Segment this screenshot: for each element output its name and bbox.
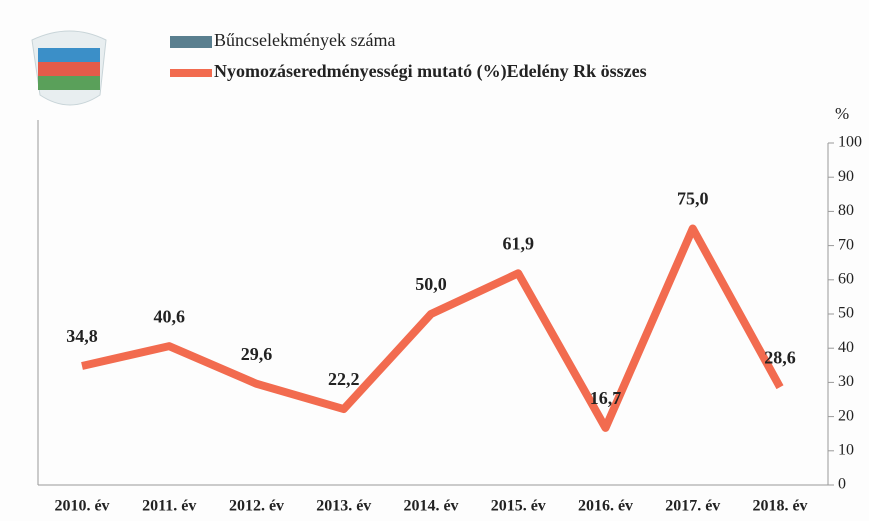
y2-tick-label: 30 [838,373,854,390]
x-tick-label: 2010. év [54,498,109,515]
y2-tick-label: 10 [838,441,854,458]
y2-tick-label: 0 [838,476,846,493]
y2-tick-label: 40 [838,339,854,356]
data-label: 28,6 [764,347,796,367]
data-line [81,224,784,432]
y2-tick-label: 100 [838,134,862,151]
data-label: 16,7 [590,388,622,408]
x-tick-label: 2014. év [403,498,458,515]
x-tick-label: 2016. év [578,498,633,515]
data-label: 22,2 [328,369,360,389]
data-label: 61,9 [503,233,535,253]
y2-tick-label: 50 [838,305,854,322]
data-label: 40,6 [154,306,186,326]
x-tick-label: 2018. év [752,498,807,515]
y2-tick-label: 60 [838,270,854,287]
data-label: 29,6 [241,344,273,364]
y2-axis-label: % [835,104,849,123]
data-label: 50,0 [415,274,447,294]
x-tick-label: 2017. év [665,498,720,515]
x-tick-label: 2011. év [142,498,196,515]
logo [31,30,107,106]
y2-tick-label: 20 [838,407,854,424]
y2-tick-label: 90 [838,168,854,185]
data-label: 34,8 [66,326,98,346]
legend-label: Bűncselekmények száma [214,30,395,50]
y2-tick-label: 70 [838,236,854,253]
x-tick-label: 2013. év [316,498,371,515]
x-tick-label: 2015. év [491,498,546,515]
y2-tick-label: 80 [838,202,854,219]
legend-label: Nyomozáseredményességi mutató (%)Edelény… [214,61,647,82]
x-tick-label: 2012. év [229,498,284,515]
data-label: 75,0 [677,189,709,209]
legend-swatch [170,36,212,48]
